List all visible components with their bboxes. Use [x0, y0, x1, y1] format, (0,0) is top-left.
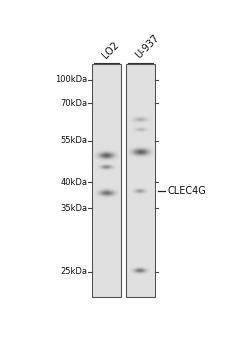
Text: 35kDa: 35kDa [60, 204, 87, 212]
Text: CLEC4G: CLEC4G [167, 186, 206, 196]
Text: 25kDa: 25kDa [60, 267, 87, 276]
Bar [92, 64, 121, 297]
Text: 55kDa: 55kDa [60, 136, 87, 146]
Text: 40kDa: 40kDa [60, 178, 87, 187]
Text: 100kDa: 100kDa [55, 75, 87, 84]
Bar [126, 64, 155, 297]
Text: LO2: LO2 [100, 40, 120, 61]
Text: 70kDa: 70kDa [60, 99, 87, 108]
Text: U-937: U-937 [134, 33, 162, 61]
